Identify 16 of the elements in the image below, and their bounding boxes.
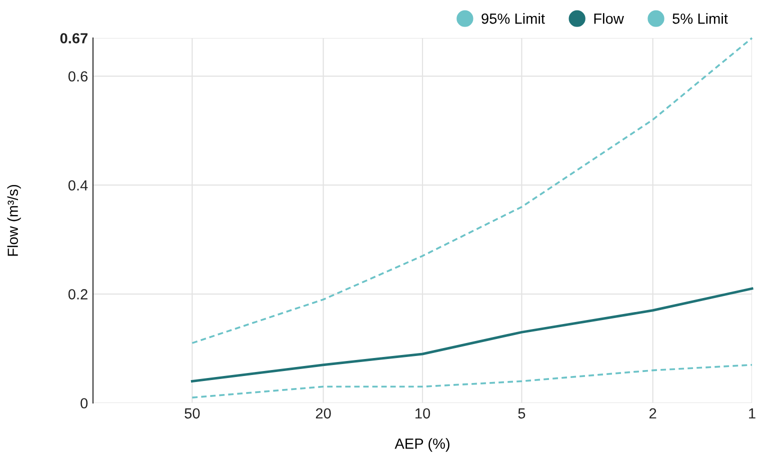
legend-label: 95% Limit [482, 13, 545, 24]
x-tick-label: 20 [316, 408, 331, 419]
x-tick-label: 5 [518, 408, 526, 419]
legend-label: 5% Limit [672, 13, 728, 24]
y-axis-title: Flow (m³/s) [7, 184, 21, 256]
y-tick-label: 0.6 [68, 71, 88, 82]
x-axis-title: AEP (%) [394, 438, 450, 452]
legend-label: Flow [594, 13, 624, 24]
x-tick-label: 10 [416, 408, 430, 419]
y-tick-label: 0.67 [60, 33, 88, 44]
y-tick-label: 0.2 [68, 289, 88, 300]
x-tick-label: 50 [184, 408, 200, 419]
y-tick-label: 0 [80, 398, 88, 408]
y-tick-label: 0.4 [68, 180, 88, 191]
x-tick-label: 1 [749, 408, 756, 418]
x-tick-label: 2 [649, 408, 656, 418]
